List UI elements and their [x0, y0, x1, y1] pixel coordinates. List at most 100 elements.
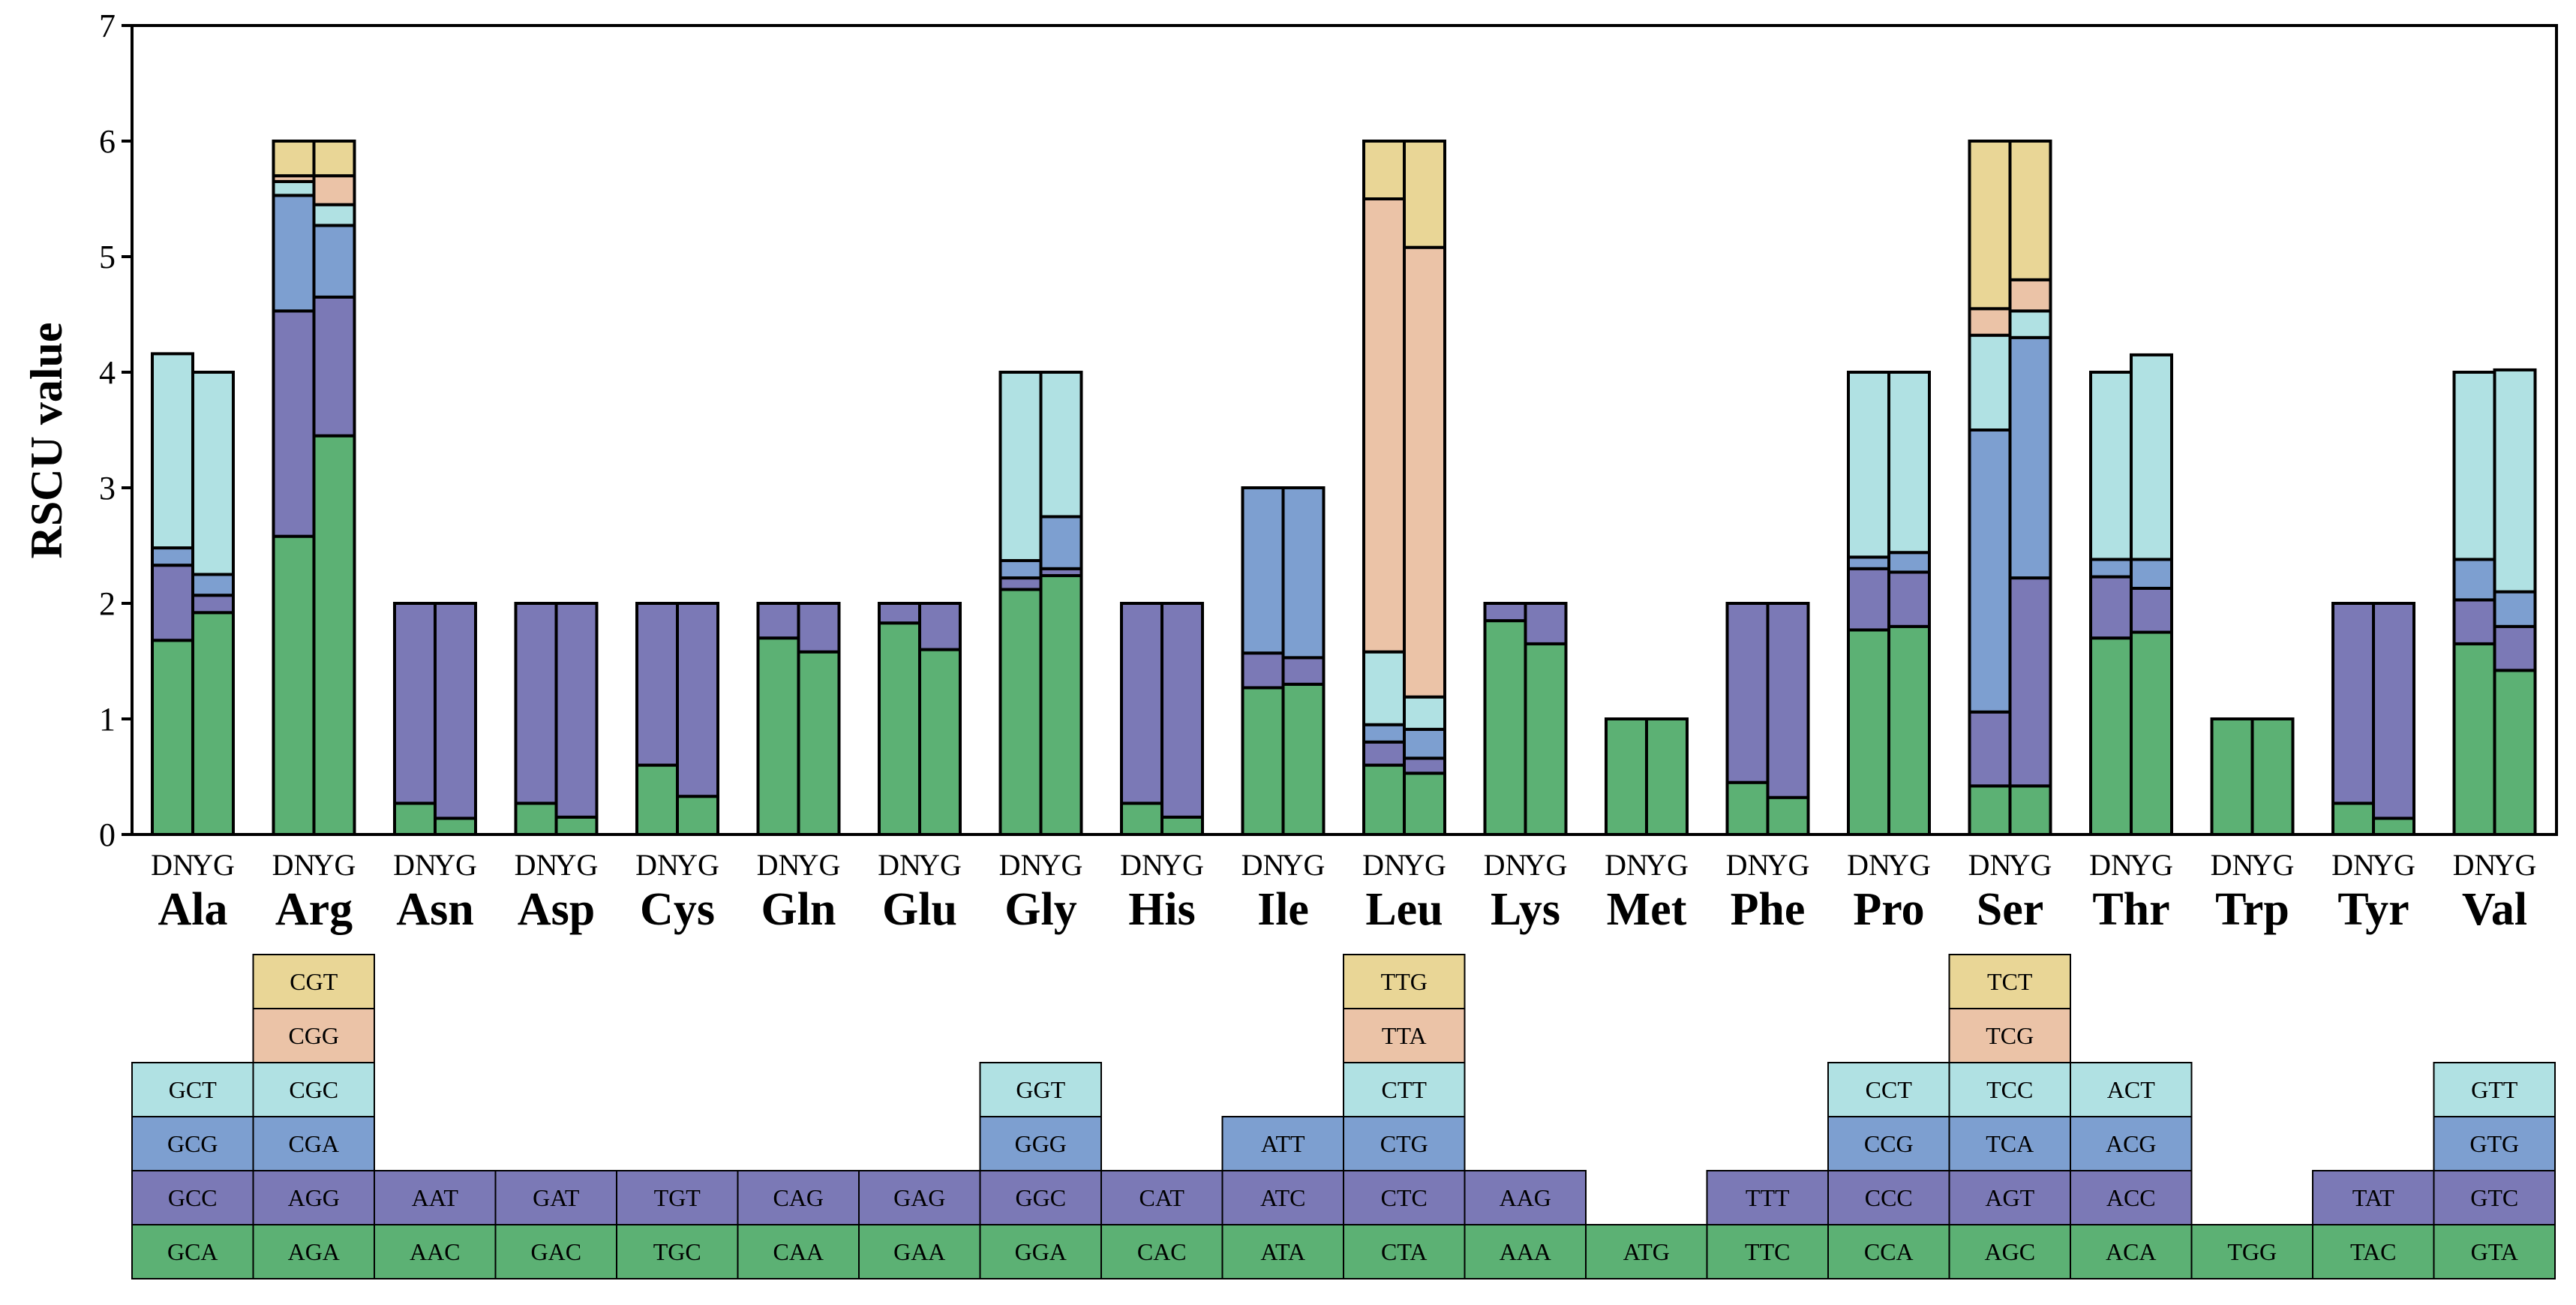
y-tick-label: 0: [99, 816, 116, 853]
bar-thr-yg-acc: [2130, 586, 2173, 634]
bar-ile-dn-ata: [1241, 686, 1285, 836]
bar-leu-dn-ctc: [1362, 740, 1406, 767]
bar-cys-dn-tgt: [635, 602, 679, 767]
bar-gln-yg-cag: [797, 602, 841, 654]
codon-cell-att: [1221, 1116, 1344, 1171]
bar-ser-yg-tca: [2008, 335, 2052, 580]
bar-lys-dn-aaa: [1483, 619, 1527, 836]
bar-leu-dn-ctg: [1362, 723, 1406, 744]
codon-label-aaa: AAA: [1500, 1238, 1551, 1265]
category-labels: DNYGAlaDNYGArgDNYGAsnDNYGAspDNYGCysDNYGG…: [151, 848, 2536, 935]
codon-label-tcg: TCG: [1986, 1022, 2034, 1049]
y-tick-label: 2: [99, 585, 116, 622]
bar-gly-yg-gga: [1039, 574, 1083, 836]
bar-his-dn-cac: [1120, 801, 1163, 837]
group-label-dn: DN: [393, 848, 437, 882]
group-label-yg: YG: [1887, 848, 1931, 882]
bar-val-yg-gtc: [2493, 624, 2537, 672]
bar-phe-dn-ttt: [1725, 602, 1770, 784]
codon-label-gaa: GAA: [893, 1238, 945, 1265]
bar-thr-yg-acg: [2130, 558, 2173, 590]
bar-gly-yg-ggt: [1039, 371, 1083, 519]
codon-label-gtc: GTC: [2470, 1184, 2518, 1211]
bar-tyr-yg-tat: [2372, 602, 2415, 820]
codon-label-cgt: CGT: [290, 968, 338, 995]
codon-label-act: ACT: [2107, 1076, 2155, 1103]
codon-cell-ttc: [1706, 1224, 1829, 1279]
codon-label-cag: CAG: [773, 1184, 824, 1211]
group-label-yg: YG: [797, 848, 841, 882]
group-label-dn: DN: [151, 848, 194, 882]
bar-phe-dn-ttc: [1725, 780, 1770, 836]
codon-label-tta: TTA: [1382, 1022, 1427, 1049]
bar-ser-yg-tcg: [2008, 278, 2052, 313]
bar-arg-dn-cgc: [272, 179, 316, 197]
bar-arg-yg-cgg: [312, 174, 356, 206]
codon-cell-ccc: [1827, 1170, 1950, 1225]
codon-label-cgg: CGG: [288, 1022, 339, 1049]
bar-leu-dn-ctt: [1362, 650, 1406, 726]
group-label-yg: YG: [676, 848, 719, 882]
codon-cell-gtc: [2433, 1170, 2556, 1225]
codon-label-ccc: CCC: [1865, 1184, 1913, 1211]
codon-label-gca: GCA: [167, 1238, 218, 1265]
bar-thr-yg-aca: [2130, 630, 2173, 836]
group-label-yg: YG: [918, 848, 962, 882]
bar-ser-yg-agc: [2008, 784, 2052, 836]
group-label-dn: DN: [1726, 848, 1770, 882]
codon-label-aag: AAG: [1500, 1184, 1551, 1211]
codon-cell-gga: [979, 1224, 1102, 1279]
bar-ala-yg-gca: [191, 611, 235, 836]
group-label-yg: YG: [313, 848, 356, 882]
bar-ala-dn-gcg: [151, 546, 194, 567]
group-label-yg: YG: [434, 848, 477, 882]
bar-thr-yg-act: [2130, 353, 2173, 561]
group-label-yg: YG: [1524, 848, 1568, 882]
codon-label-ggc: GGC: [1015, 1184, 1066, 1211]
codon-label-att: ATT: [1261, 1130, 1305, 1157]
bar-asn-yg-aac: [434, 816, 477, 836]
bar-glu-dn-gaa: [878, 621, 921, 836]
bar-lys-yg-aaa: [1524, 642, 1568, 837]
codon-label-atc: ATC: [1260, 1184, 1305, 1211]
codon-label-cca: CCA: [1864, 1238, 1914, 1265]
codon-cell-tac: [2312, 1224, 2435, 1279]
amino-acid-label-asp: Asp: [518, 884, 595, 935]
bar-val-dn-gtg: [2452, 558, 2496, 602]
bar-asn-dn-aac: [393, 801, 437, 837]
bar-leu-yg-ctc: [1403, 756, 1446, 775]
group-label-yg: YG: [1645, 848, 1689, 882]
codon-cell-tcc: [1948, 1062, 2071, 1117]
amino-acid-label-ser: Ser: [1977, 884, 2044, 935]
codon-cell-ctg: [1343, 1116, 1466, 1171]
group-label-dn: DN: [1968, 848, 2012, 882]
codon-label-ctt: CTT: [1382, 1076, 1428, 1103]
amino-acid-label-gln: Gln: [761, 884, 836, 935]
group-label-dn: DN: [1484, 848, 1527, 882]
bar-lys-yg-aag: [1524, 602, 1568, 645]
group-label-dn: DN: [757, 848, 800, 882]
codon-cell-aaa: [1464, 1224, 1587, 1279]
bar-cys-dn-tgc: [635, 763, 679, 836]
codon-cell-gtg: [2433, 1116, 2556, 1171]
bar-asp-yg-gac: [554, 815, 599, 837]
codon-label-aca: ACA: [2106, 1238, 2157, 1265]
codon-label-gtg: GTG: [2469, 1130, 2519, 1157]
codon-label-agt: AGT: [1985, 1184, 2034, 1211]
group-label-yg: YG: [2130, 848, 2173, 882]
codon-cell-gcg: [131, 1116, 254, 1171]
bar-arg-dn-agg: [272, 309, 316, 538]
amino-acid-label-pro: Pro: [1853, 884, 1924, 935]
amino-acid-label-tyr: Tyr: [2337, 884, 2409, 935]
codon-label-aga: AGA: [288, 1238, 340, 1265]
bar-ser-dn-agc: [1968, 784, 2012, 836]
bar-his-yg-cat: [1160, 602, 1204, 819]
bar-arg-yg-aga: [312, 434, 356, 836]
bar-leu-dn-tta: [1362, 197, 1406, 654]
bar-arg-yg-agg: [312, 295, 356, 438]
group-label-yg: YG: [2372, 848, 2415, 882]
bar-gly-dn-ggg: [998, 559, 1043, 580]
bar-tyr-yg-tac: [2372, 816, 2415, 836]
amino-acid-label-val: Val: [2462, 884, 2527, 935]
bar-met-dn-atg: [1605, 717, 1648, 836]
